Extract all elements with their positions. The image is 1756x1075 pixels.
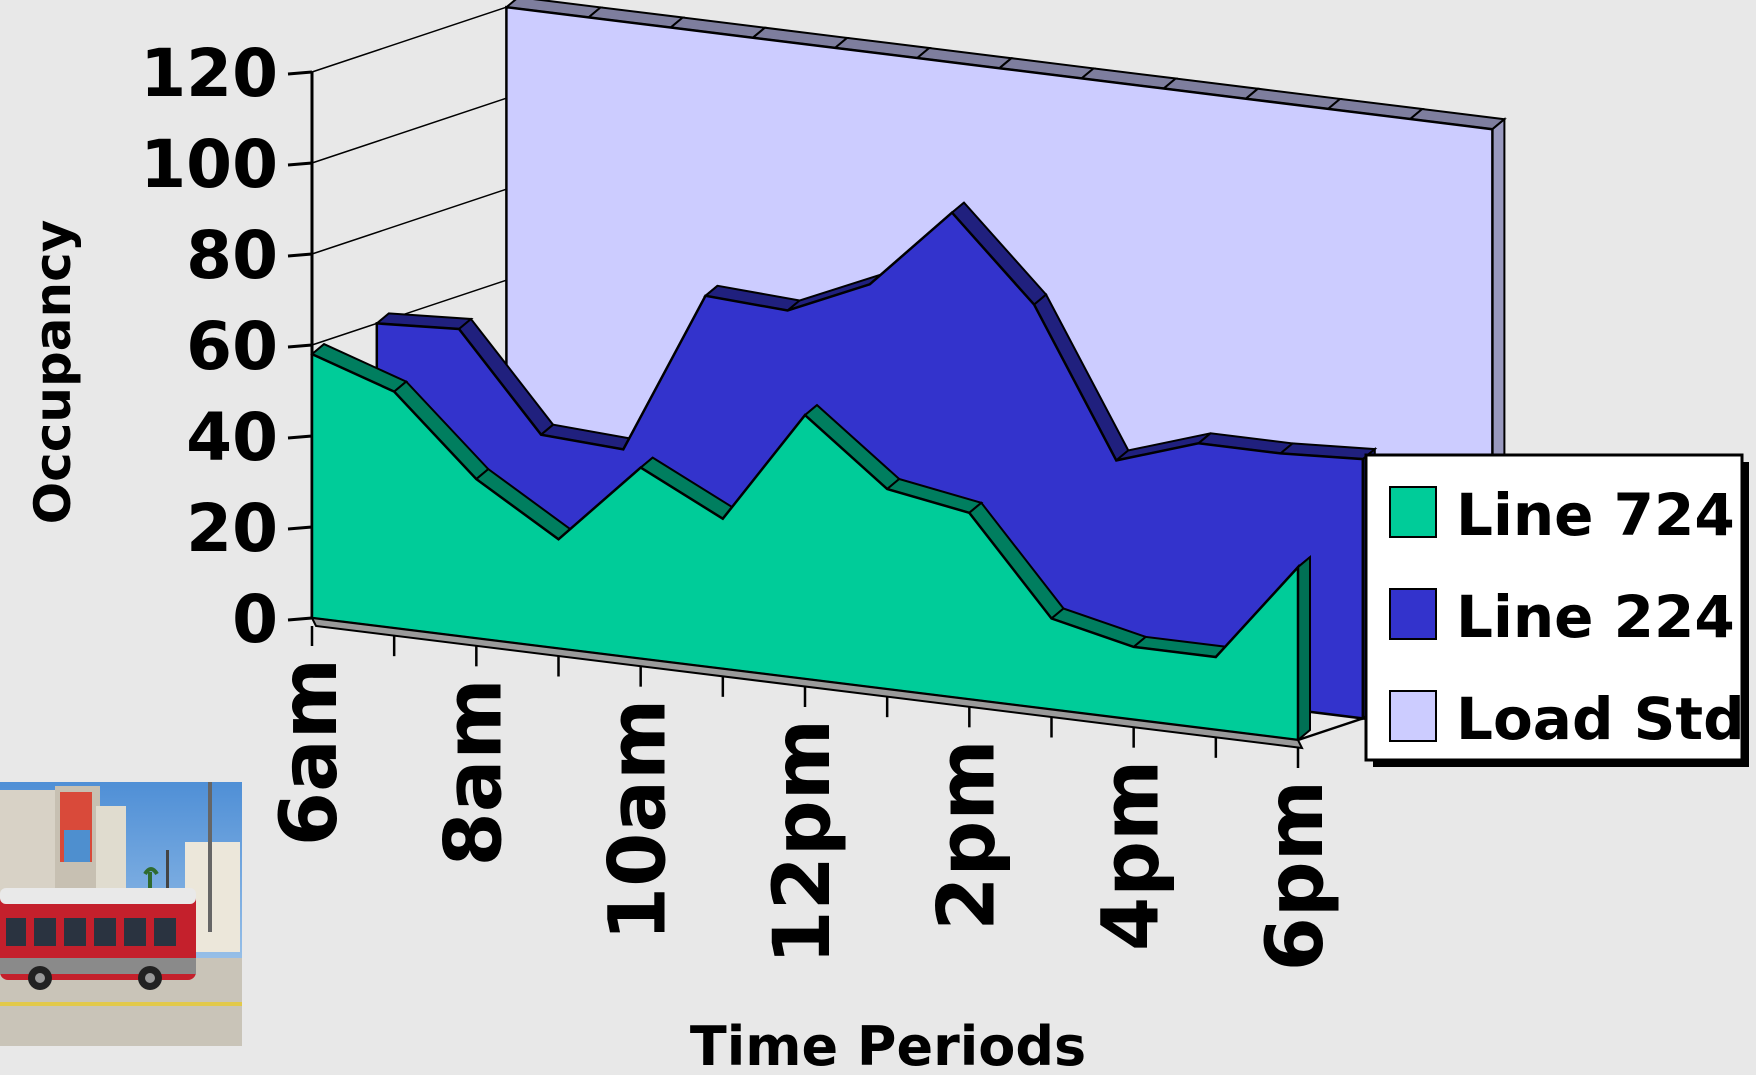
y-tick (287, 252, 313, 258)
y-tick (287, 70, 313, 76)
y-tick (287, 343, 313, 349)
series-area (310, 352, 1300, 742)
x-tick-label: 8am (429, 678, 519, 866)
y-tick-label: 80 (186, 217, 278, 294)
x-tick-label: 4pm (1087, 760, 1177, 951)
legend-swatch (1389, 690, 1437, 742)
y-axis-title: Occupancy (24, 220, 82, 525)
x-tick-label: 6am (265, 658, 355, 846)
legend-swatch (1389, 486, 1437, 538)
y-gridline (311, 279, 507, 346)
x-tick-label: 12pm (758, 719, 848, 965)
y-tick-label: 0 (232, 581, 278, 658)
x-tick-label: 6pm (1251, 780, 1341, 971)
legend-label: Line 724 (1456, 481, 1735, 549)
legend-label: Line 224 (1456, 583, 1735, 651)
x-axis-title: Time Periods (690, 1015, 1086, 1075)
legend-swatch (1389, 588, 1437, 640)
y-gridline (311, 188, 507, 255)
metro-bus-photo (0, 782, 242, 1046)
y-tick-label: 120 (140, 35, 278, 112)
y-tick (287, 616, 313, 622)
y-tick (287, 161, 313, 167)
y-tick (287, 434, 313, 440)
series-line-724 (310, 342, 1311, 743)
y-tick-label: 60 (186, 308, 278, 385)
y-tick-label: 40 (186, 399, 278, 476)
chart-floor (310, 616, 1304, 750)
x-tick-label: 10am (594, 699, 684, 941)
y-tick-label: 100 (140, 126, 278, 203)
y-gridline (311, 6, 507, 73)
legend: Line 724 Line 224 Load Std (1364, 453, 1749, 767)
y-gridline (311, 97, 507, 164)
series-side (1297, 554, 1311, 743)
x-tick-label: 2pm (922, 739, 1012, 930)
y-tick (287, 525, 313, 531)
legend-label: Load Std (1456, 685, 1745, 753)
y-tick-label: 20 (186, 490, 278, 567)
